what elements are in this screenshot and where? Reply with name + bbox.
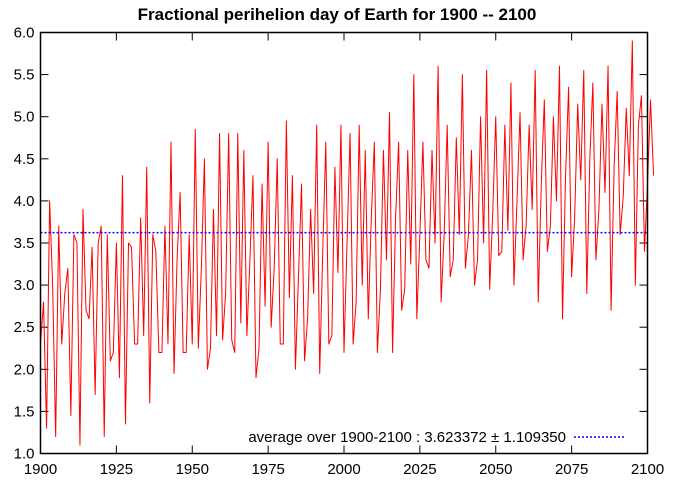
x-tick-label: 2075	[555, 461, 588, 478]
x-tick-label: 1950	[176, 461, 209, 478]
y-tick-label: 5.0	[14, 109, 35, 126]
legend-label: average over 1900-2100 : 3.623372 ± 1.10…	[248, 429, 566, 446]
x-tick-label: 1925	[100, 461, 133, 478]
y-tick-label: 4.5	[14, 151, 35, 168]
y-tick-label: 6.0	[14, 25, 35, 42]
x-axis: 1900 1925 1950 1975 2000 2025 2050 2075 2100	[24, 32, 664, 478]
y-tick-label: 1.0	[14, 446, 35, 463]
y-tick-label: 3.5	[14, 235, 35, 252]
y-tick-label: 2.5	[14, 319, 35, 336]
x-tick-label: 2100	[631, 461, 664, 478]
y-tick-label: 3.0	[14, 277, 35, 294]
plot-frame	[39, 31, 649, 455]
x-tick-label: 2025	[403, 461, 436, 478]
chart-title: Fractional perihelion day of Earth for 1…	[138, 5, 537, 24]
x-tick-label: 1900	[24, 461, 57, 478]
y-tick-label: 5.5	[14, 67, 35, 84]
x-tick-label: 1975	[251, 461, 284, 478]
y-tick-label: 4.0	[14, 193, 35, 210]
legend: average over 1900-2100 : 3.623372 ± 1.10…	[248, 429, 624, 446]
x-tick-label: 2050	[479, 461, 512, 478]
y-tick-label: 1.5	[14, 403, 35, 420]
y-axis: 1.0 1.5 2.0 2.5 3.0 3.5 4.0 4.5 5.0 5.5 6.0	[14, 25, 648, 463]
plot-area	[40, 40, 655, 446]
y-tick-label: 2.0	[14, 361, 35, 378]
x-tick-label: 2000	[327, 461, 360, 478]
